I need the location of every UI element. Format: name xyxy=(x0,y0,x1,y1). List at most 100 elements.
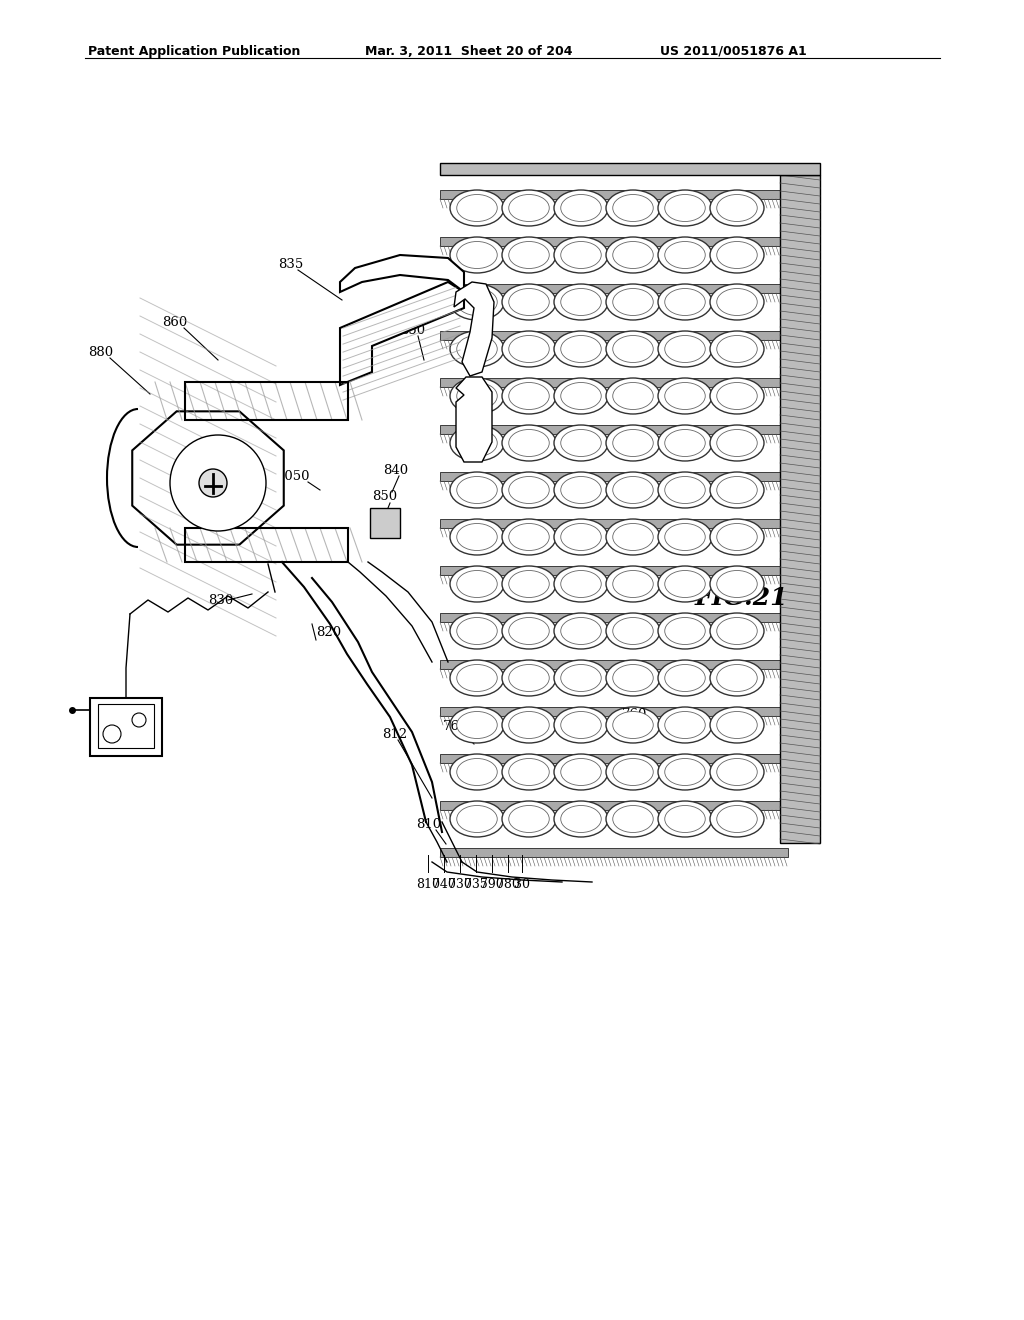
Text: 830: 830 xyxy=(208,594,233,606)
Ellipse shape xyxy=(450,331,504,367)
Ellipse shape xyxy=(561,194,601,222)
Ellipse shape xyxy=(658,425,712,461)
Text: 1060: 1060 xyxy=(88,708,122,721)
Ellipse shape xyxy=(665,477,706,503)
Ellipse shape xyxy=(457,664,498,692)
Bar xyxy=(780,176,820,843)
Ellipse shape xyxy=(502,378,556,414)
Ellipse shape xyxy=(710,660,764,696)
Ellipse shape xyxy=(710,190,764,226)
Text: 30: 30 xyxy=(514,878,530,891)
Bar xyxy=(440,612,788,622)
Polygon shape xyxy=(340,282,464,385)
Ellipse shape xyxy=(509,194,549,222)
Ellipse shape xyxy=(717,570,758,598)
Ellipse shape xyxy=(717,429,758,457)
Polygon shape xyxy=(340,255,464,292)
Bar xyxy=(370,508,400,539)
Polygon shape xyxy=(454,282,494,376)
Ellipse shape xyxy=(450,708,504,743)
Text: Patent Application Publication: Patent Application Publication xyxy=(88,45,300,58)
Ellipse shape xyxy=(457,805,498,833)
Ellipse shape xyxy=(606,425,660,461)
Bar xyxy=(440,162,820,176)
Ellipse shape xyxy=(665,194,706,222)
Ellipse shape xyxy=(710,754,764,789)
Ellipse shape xyxy=(717,524,758,550)
Bar xyxy=(440,754,788,763)
Ellipse shape xyxy=(717,383,758,409)
Text: 735: 735 xyxy=(464,878,487,891)
Ellipse shape xyxy=(658,801,712,837)
Ellipse shape xyxy=(658,238,712,273)
Ellipse shape xyxy=(606,801,660,837)
Ellipse shape xyxy=(450,378,504,414)
Text: 1050: 1050 xyxy=(276,470,309,483)
Ellipse shape xyxy=(612,618,653,644)
Ellipse shape xyxy=(457,335,498,363)
Ellipse shape xyxy=(554,190,608,226)
Bar xyxy=(185,528,348,562)
Ellipse shape xyxy=(665,383,706,409)
Bar xyxy=(440,708,788,715)
Ellipse shape xyxy=(717,242,758,268)
Ellipse shape xyxy=(561,429,601,457)
Ellipse shape xyxy=(450,754,504,789)
Ellipse shape xyxy=(561,383,601,409)
Ellipse shape xyxy=(509,759,549,785)
Ellipse shape xyxy=(710,473,764,508)
Ellipse shape xyxy=(561,664,601,692)
Circle shape xyxy=(170,436,266,531)
Ellipse shape xyxy=(450,801,504,837)
Ellipse shape xyxy=(606,190,660,226)
Ellipse shape xyxy=(502,612,556,649)
Ellipse shape xyxy=(457,383,498,409)
Ellipse shape xyxy=(509,335,549,363)
Text: FIG.21: FIG.21 xyxy=(695,586,788,610)
Bar xyxy=(440,190,788,199)
Ellipse shape xyxy=(457,570,498,598)
Circle shape xyxy=(199,469,227,498)
Ellipse shape xyxy=(612,759,653,785)
Ellipse shape xyxy=(612,711,653,738)
Text: 760: 760 xyxy=(622,708,647,721)
Ellipse shape xyxy=(450,660,504,696)
Bar xyxy=(440,660,788,669)
Ellipse shape xyxy=(554,284,608,319)
Ellipse shape xyxy=(717,805,758,833)
Ellipse shape xyxy=(710,238,764,273)
Ellipse shape xyxy=(612,664,653,692)
Ellipse shape xyxy=(457,194,498,222)
Ellipse shape xyxy=(710,378,764,414)
Ellipse shape xyxy=(658,708,712,743)
Ellipse shape xyxy=(710,708,764,743)
Ellipse shape xyxy=(710,425,764,461)
Bar xyxy=(440,425,788,434)
Ellipse shape xyxy=(561,759,601,785)
Ellipse shape xyxy=(554,331,608,367)
Ellipse shape xyxy=(710,284,764,319)
Ellipse shape xyxy=(710,612,764,649)
Ellipse shape xyxy=(606,754,660,789)
Ellipse shape xyxy=(509,477,549,503)
Ellipse shape xyxy=(606,612,660,649)
Ellipse shape xyxy=(612,429,653,457)
Ellipse shape xyxy=(606,660,660,696)
Ellipse shape xyxy=(450,284,504,319)
Ellipse shape xyxy=(658,612,712,649)
Text: 762: 762 xyxy=(443,721,468,734)
Ellipse shape xyxy=(554,473,608,508)
Ellipse shape xyxy=(509,429,549,457)
Text: 840: 840 xyxy=(383,463,409,477)
Ellipse shape xyxy=(612,805,653,833)
Ellipse shape xyxy=(450,519,504,554)
Ellipse shape xyxy=(502,708,556,743)
Bar xyxy=(185,381,348,420)
Ellipse shape xyxy=(457,524,498,550)
Ellipse shape xyxy=(612,242,653,268)
Ellipse shape xyxy=(612,570,653,598)
Bar xyxy=(440,473,788,480)
Ellipse shape xyxy=(717,477,758,503)
Ellipse shape xyxy=(502,190,556,226)
Ellipse shape xyxy=(561,618,601,644)
